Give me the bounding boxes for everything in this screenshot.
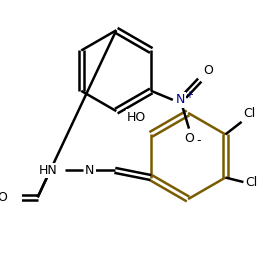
Text: -: - bbox=[196, 134, 201, 147]
Text: HO: HO bbox=[127, 111, 146, 124]
Text: O: O bbox=[184, 132, 194, 145]
Text: Cl: Cl bbox=[245, 176, 257, 189]
Text: HN: HN bbox=[39, 164, 57, 177]
Text: Cl: Cl bbox=[243, 107, 256, 120]
Text: +: + bbox=[186, 90, 194, 100]
Text: O: O bbox=[0, 191, 7, 204]
Text: N: N bbox=[175, 93, 185, 106]
Text: O: O bbox=[203, 63, 213, 76]
Text: N: N bbox=[85, 164, 94, 177]
